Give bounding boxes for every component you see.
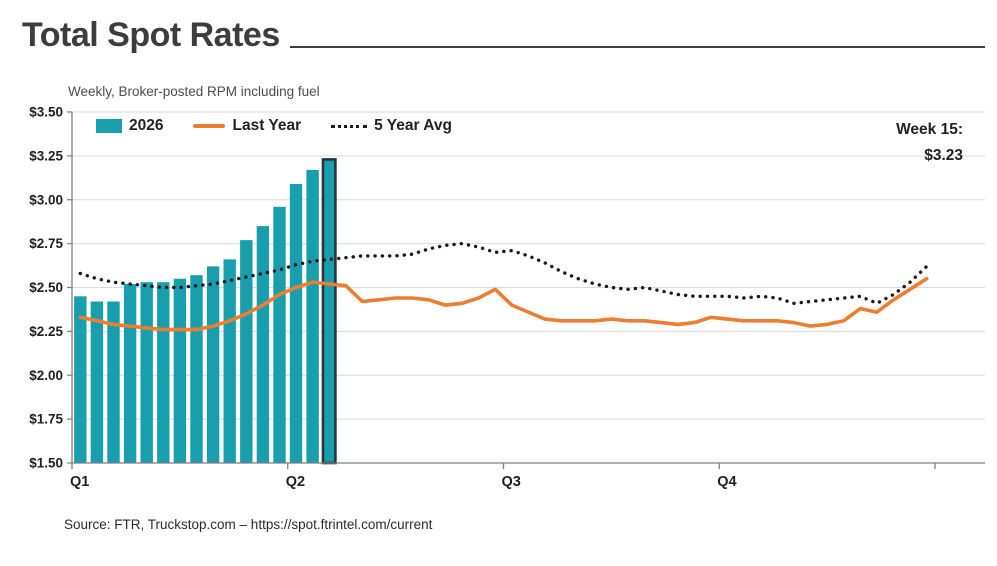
gridlines (67, 111, 985, 464)
line-swatch-icon (193, 124, 226, 128)
annotation-value: $3.23 (924, 146, 963, 164)
svg-text:$2.00: $2.00 (29, 368, 63, 383)
latest-week-annotation: Week 15: $3.23 (896, 117, 963, 168)
svg-text:Q3: Q3 (502, 474, 521, 490)
five-year-avg-line (78, 241, 929, 306)
last-year-line (78, 276, 929, 332)
dotted-swatch-icon (331, 124, 368, 128)
chart-subtitle: Weekly, Broker-posted RPM including fuel (68, 84, 320, 99)
bars-2026 (74, 158, 337, 465)
legend-label: 2026 (129, 117, 164, 134)
svg-text:Q1: Q1 (70, 474, 89, 490)
svg-text:$3.25: $3.25 (29, 148, 63, 163)
svg-text:$3.00: $3.00 (29, 192, 63, 207)
legend-label: 5 Year Avg (374, 117, 452, 134)
header: Total Spot Rates (22, 16, 985, 55)
y-axis-labels: $3.50 $3.25 $3.00 $2.75 $2.50 $2.25 $2.00 $1.75… (29, 105, 63, 471)
svg-text:Q2: Q2 (286, 474, 305, 490)
svg-text:$3.50: $3.50 (29, 105, 63, 120)
legend-item-2026: 2026 (96, 117, 163, 135)
svg-text:$2.25: $2.25 (29, 324, 63, 339)
source-text: Source: FTR, Truckstop.com – https://spo… (64, 517, 433, 532)
svg-text:$1.75: $1.75 (29, 412, 63, 427)
legend-label: Last Year (232, 117, 302, 134)
x-axis-labels: Q1 Q2 Q3 Q4 (70, 474, 737, 490)
title-underline (289, 46, 985, 48)
svg-text:$1.50: $1.50 (29, 456, 63, 471)
annotation-week: Week 15: (896, 121, 963, 138)
axes (71, 112, 985, 469)
legend-item-last-year: Last Year (193, 117, 301, 135)
svg-text:Q4: Q4 (717, 474, 736, 490)
bar-swatch-icon (96, 119, 122, 133)
svg-text:$2.75: $2.75 (29, 236, 63, 251)
chart-legend: 2026 Last Year 5 Year Avg (96, 117, 452, 135)
svg-text:$2.50: $2.50 (29, 280, 63, 295)
page-title: Total Spot Rates (22, 16, 280, 54)
legend-item-5-year-avg: 5 Year Avg (331, 117, 452, 135)
